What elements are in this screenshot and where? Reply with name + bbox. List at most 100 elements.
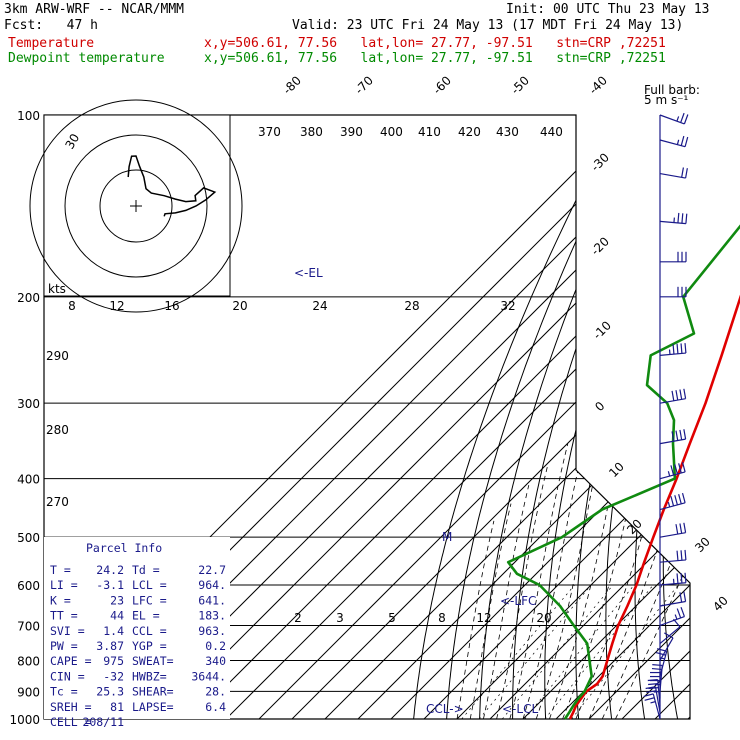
barb-legend-line2: 5 m s⁻¹ xyxy=(644,93,689,107)
wind-barb-feather xyxy=(643,693,654,698)
wind-barb-feather xyxy=(683,429,687,440)
model-title: 3km ARW-WRF -- NCAR/MMM xyxy=(4,2,185,17)
parcel-field-name: CIN = xyxy=(50,669,85,683)
pressure-tick-label: 300 xyxy=(17,397,40,411)
theta-e-label: 440 xyxy=(540,125,563,139)
isotherm-line xyxy=(674,115,690,719)
theta-label: 270 xyxy=(46,495,69,509)
moist-adiabat xyxy=(483,485,530,719)
wind-barb-feather xyxy=(680,606,685,617)
parcel-field-value: -3.1 xyxy=(96,578,124,592)
dry-adiabat xyxy=(478,115,655,719)
wind-barb-staff xyxy=(659,600,686,607)
isotherm-line xyxy=(641,115,690,719)
wind-barb-feather xyxy=(675,430,679,441)
mixing-ratio-label: 12 xyxy=(476,611,491,625)
parcel-field-name: Tc = xyxy=(50,685,78,699)
wind-barb-feather xyxy=(680,573,683,584)
sounding-annotation: M xyxy=(442,530,452,544)
dewpoint-legend: Dewpoint temperature xyxy=(8,51,165,66)
wind-barb-feather xyxy=(671,390,675,401)
parcel-field-value: 3.87 xyxy=(96,639,124,653)
wind-barb-feather xyxy=(684,136,689,147)
parcel-field-name: SHEAR= xyxy=(132,685,174,699)
wind-barb-feather xyxy=(655,651,666,656)
temperature-profile xyxy=(568,294,740,720)
wind-barb-half xyxy=(659,657,665,660)
mixing-ratio-line xyxy=(461,584,575,719)
wind-scale-label: 12 xyxy=(109,299,124,313)
forecast-hour: Fcst: 47 h xyxy=(4,18,98,33)
moist-adiabat xyxy=(522,428,588,719)
hodograph-ring xyxy=(64,134,208,278)
wind-barb-feather xyxy=(676,608,682,619)
parcel-field-name: SWEAT= xyxy=(132,654,174,668)
dry-adiabat xyxy=(605,115,690,719)
wind-barb-staff xyxy=(659,626,681,644)
wind-barb-feather xyxy=(652,663,663,667)
isotherm-line xyxy=(476,115,690,719)
wind-barb-staff xyxy=(659,615,685,627)
wind-barb-staff xyxy=(659,651,668,677)
wind-barbs xyxy=(643,112,689,720)
sounding-annotation: <-LCL xyxy=(502,702,538,716)
isotherm-label: 10 xyxy=(606,459,627,480)
wind-barb-feather xyxy=(681,462,686,473)
dry-adiabat xyxy=(512,115,672,719)
parcel-field-name: LAPSE= xyxy=(132,700,174,714)
dewpoint-location: x,y=506.61, 77.56 lat,lon= 27.77, -97.51… xyxy=(204,51,666,66)
sounding-annotation: CCL-> xyxy=(426,702,464,716)
sounding-profiles xyxy=(506,224,740,720)
isotherm-line xyxy=(377,115,690,719)
wind-barb-half xyxy=(667,471,671,477)
parcel-info-box xyxy=(44,537,230,719)
wind-barb-feather xyxy=(645,686,656,690)
wind-barb-feather xyxy=(676,550,679,561)
wind-scale-label: 16 xyxy=(164,299,179,313)
parcel-field-value: 24.2 xyxy=(96,563,124,577)
pressure-tick-label: 900 xyxy=(17,685,40,699)
parcel-field-name: LFC = xyxy=(132,593,167,607)
wind-barb-feather xyxy=(681,167,684,178)
wind-barb-half xyxy=(676,139,680,145)
dry-adiabat xyxy=(411,115,621,719)
wind-scale-label: 8 xyxy=(68,299,76,313)
parcel-field-name: HWBZ= xyxy=(132,669,167,683)
parcel-field-value: 23 xyxy=(110,593,124,607)
theta-e-label: 370 xyxy=(258,125,281,139)
pressure-tick-label: 500 xyxy=(17,531,40,545)
dry-adiabat xyxy=(575,115,690,719)
wind-barb-staff xyxy=(659,172,686,179)
wind-barb-feather xyxy=(675,390,679,401)
wind-barb-feather xyxy=(680,343,683,354)
parcel-info-title: Parcel Info xyxy=(86,541,162,555)
mixing-ratio-label: 20 xyxy=(536,611,551,625)
moist-adiabat xyxy=(509,443,569,719)
parcel-field-name: LI = xyxy=(50,578,78,592)
isotherm-line xyxy=(212,115,690,719)
moist-adiabat xyxy=(456,520,495,719)
parcel-field-value: 0.2 xyxy=(205,639,226,653)
dry-adiabat xyxy=(634,115,690,719)
parcel-field-value: 3644. xyxy=(191,669,226,683)
parcel-field-value: 28. xyxy=(205,685,226,699)
parcel-field-name: LCL = xyxy=(132,578,167,592)
moist-adiabat xyxy=(562,355,661,719)
parcel-field-value: 208/11 xyxy=(82,715,124,729)
isotherm-line xyxy=(542,115,690,719)
parcel-field-value: 81 xyxy=(110,700,124,714)
wind-barb-feather xyxy=(671,431,675,442)
wind-barb-staff xyxy=(659,532,686,538)
theta-e-label: 430 xyxy=(496,125,519,139)
wind-barb-half xyxy=(674,614,678,620)
theta-e-label: 400 xyxy=(380,125,403,139)
wind-barb-feather xyxy=(676,343,679,354)
wind-barb-feather xyxy=(684,549,687,560)
isotherm-line xyxy=(344,115,690,719)
isotherm-label: -50 xyxy=(508,73,532,97)
parcel-field-name: EL = xyxy=(132,609,160,623)
wind-barb-feather xyxy=(684,343,687,354)
sounding-annotation: <-EL xyxy=(294,266,323,280)
isotherm-line xyxy=(410,115,690,719)
parcel-field-value: 183. xyxy=(198,609,226,623)
